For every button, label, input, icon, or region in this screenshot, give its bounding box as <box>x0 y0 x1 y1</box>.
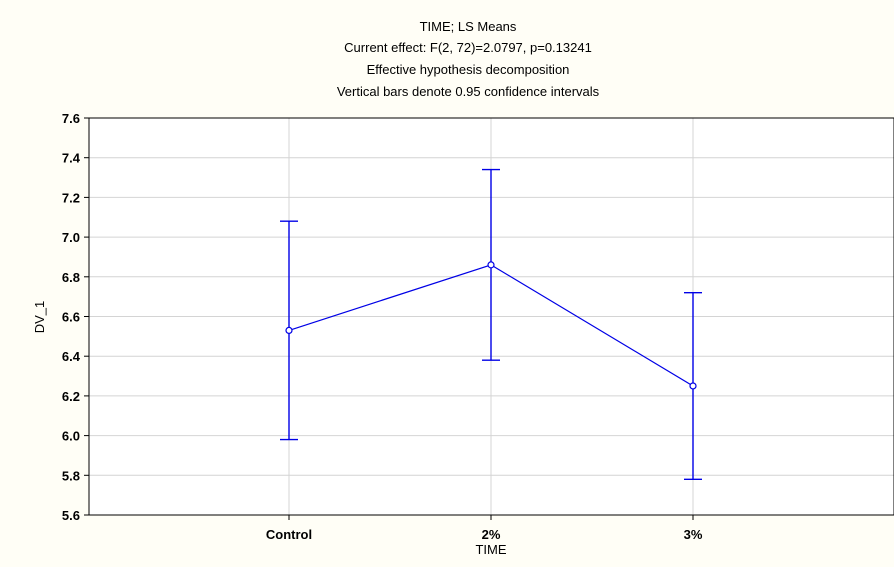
y-axis-ticks: 7.6 7.4 7.2 7.0 6.8 6.6 6.4 6.2 6.0 5.8 5.6 <box>62 111 89 523</box>
plot-border <box>88 117 894 516</box>
y-tick-label: 6.2 <box>62 389 80 404</box>
chart-title: TIME; LS Means Current effect: F(2, 72)=… <box>337 19 600 99</box>
data-point-3 <box>689 382 697 390</box>
x-axis-ticks: Control 2% 3% <box>266 515 703 542</box>
chart-title-line-1: TIME; LS Means <box>420 19 517 34</box>
x-tick-label-1: Control <box>266 527 312 542</box>
y-tick-label: 6.0 <box>62 429 80 444</box>
series-group <box>280 168 702 480</box>
y-tick-label: 6.6 <box>62 310 80 325</box>
chart-title-line-4: Vertical bars denote 0.95 confidence int… <box>337 84 600 99</box>
x-tick-label-3: 3% <box>684 527 703 542</box>
y-axis-label: DV_1 <box>32 301 47 334</box>
y-tick-label: 6.4 <box>62 349 81 364</box>
data-point-1 <box>285 326 293 334</box>
y-tick-label: 5.8 <box>62 468 80 483</box>
x-tick-label-2: 2% <box>482 527 501 542</box>
y-tick-label: 7.2 <box>62 190 80 205</box>
y-tick-label: 7.4 <box>62 151 81 166</box>
chart-title-line-2: Current effect: F(2, 72)=2.0797, p=0.132… <box>344 40 592 55</box>
y-tick-label: 6.8 <box>62 270 80 285</box>
y-tick-label: 5.6 <box>62 508 80 523</box>
x-axis-label: TIME <box>475 542 506 557</box>
data-point-2 <box>487 261 495 269</box>
chart-title-line-3: Effective hypothesis decomposition <box>367 62 570 77</box>
y-tick-label: 7.0 <box>62 230 80 245</box>
y-tick-label: 7.6 <box>62 111 80 126</box>
